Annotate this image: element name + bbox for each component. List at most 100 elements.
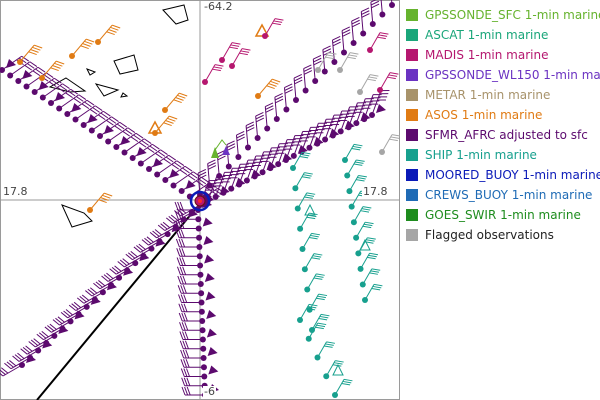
legend-item-ship[interactable]: SHIP 1-min marine [406,145,598,165]
sfmr-barb-ne-leg[interactable] [322,114,343,143]
sfmr-barb-s-leg[interactable] [175,229,203,241]
flagged-barb[interactable] [357,74,379,95]
madis-barb[interactable] [377,72,399,93]
sfmr-barb-nw-leg-pennant[interactable] [104,125,114,134]
sfmr-barb-ne-leg[interactable] [275,139,296,168]
sfmr-barb-sw-leg[interactable] [44,318,74,333]
asos-barb[interactable] [87,192,113,213]
sfmr-barb-nw-leg-pennant[interactable] [55,92,65,101]
asos-barb[interactable] [17,44,43,65]
sfmr-barb-sw-leg[interactable] [60,303,90,319]
sfmr-barb-s-leg-pennant[interactable] [206,328,217,338]
sfmr-barb-s-leg[interactable] [178,312,206,324]
sfmr-barb-s-leg[interactable] [178,294,205,306]
sfmr-barb-sw-leg-pennant[interactable] [187,208,198,218]
sfmr-barb-ne-leg[interactable] [228,163,249,192]
sfmr-barb-ne-leg[interactable] [345,102,366,131]
sfmr-barb-ne-leg[interactable] [290,130,312,159]
sfmr-barb-ne-leg[interactable] [267,143,288,172]
legend-item-goes-swir[interactable]: GOES_SWIR 1-min marine [406,205,598,225]
sfmr-barb-nw-leg[interactable] [56,94,87,112]
sfmr-barb-nw-leg-pennant[interactable] [120,136,131,145]
sfmr-barb-nw-leg[interactable] [113,132,144,150]
sfmr-barb-ne-leg[interactable] [353,98,374,127]
ship-barb[interactable] [332,378,353,398]
ship-barb[interactable] [297,212,318,232]
sfmr-barb-nw-leg[interactable] [80,110,111,128]
sfmr-barb-nw-leg[interactable] [137,149,168,167]
sfmr-barb-sw-leg-pennant[interactable] [74,310,85,320]
sfmr-barb-s-leg-pennant[interactable] [206,310,217,319]
gpssonde-wl150-marker[interactable] [222,146,230,155]
ship-barb[interactable] [294,192,316,212]
asos-barb[interactable] [162,92,188,113]
sfmr-barb-ne-upper[interactable] [360,7,370,37]
sfmr-barb-ne-leg[interactable] [212,171,234,200]
sfmr-barb-s-leg-pennant[interactable] [204,273,215,282]
sfmr-barb-nw-leg[interactable] [88,116,119,134]
madis-barb[interactable] [229,48,251,69]
gpssonde-sfc-marker[interactable] [211,147,219,158]
storm-center-marker[interactable] [189,190,211,212]
sfmr-barb-nw-leg-pennant[interactable] [38,81,49,90]
sfmr-barb-ne-leg[interactable] [329,110,351,139]
sfmr-barb-ne-upper[interactable] [389,0,398,8]
sfmr-barb-ne-leg[interactable] [236,159,257,188]
sfmr-barb-ne-leg[interactable] [220,167,241,196]
sfmr-barb-sw-leg-pennant[interactable] [26,354,36,363]
ship-barb[interactable] [346,175,367,195]
sfmr-barb-sw-leg[interactable] [28,332,58,348]
sfmr-barb-sw-leg-pennant[interactable] [42,339,53,349]
sfmr-barb-s-leg[interactable] [177,285,205,297]
sfmr-barb-sw-leg-pennant[interactable] [155,237,166,247]
sfmr-barb-ne-leg[interactable] [251,151,273,180]
sfmr-barb-s-leg[interactable] [180,368,208,380]
sfmr-barb-s-leg-pennant[interactable] [207,347,218,356]
legend-item-metar[interactable]: METAR 1-min marine [406,85,598,105]
sfmr-barb-nw-leg[interactable] [154,160,185,178]
ship-triangle-marker[interactable] [304,203,316,216]
sfmr-barb-nw-leg[interactable] [39,83,70,101]
flagged-barb[interactable] [379,134,400,155]
ship-barb[interactable] [297,303,318,323]
legend-item-flagged[interactable]: Flagged observations [406,225,598,245]
sfmr-barb-s-leg[interactable] [178,303,205,315]
sfmr-barb-s-leg-pennant[interactable] [202,217,213,227]
legend-item-asos[interactable]: ASOS 1-min marine [406,105,598,125]
sfmr-barb-nw-leg-pennant[interactable] [71,103,82,112]
sfmr-barb-ne-upper[interactable] [225,140,236,170]
ship-barb[interactable] [301,253,323,273]
sfmr-barb-ne-leg[interactable] [369,89,390,118]
sfmr-barb-ne-upper[interactable] [350,16,361,46]
sfmr-barb-ne-leg-pennant[interactable] [376,104,386,113]
sfmr-barb-s-leg[interactable] [179,340,207,352]
sfmr-barb-ne-upper[interactable] [341,26,351,56]
legend-item-ascat[interactable]: ASCAT 1-min marine [406,25,598,45]
ship-triangle-marker[interactable] [332,363,344,376]
sfmr-barb-ne-upper[interactable] [245,121,255,151]
sfmr-barb-nw-leg[interactable] [121,138,152,156]
sfmr-barb-s-leg-pennant[interactable] [204,254,215,264]
ship-barb[interactable] [292,172,313,192]
ship-triangle-marker[interactable] [359,238,371,251]
legend-item-sfmr-afrc[interactable]: SFMR_AFRC adjusted to sfc [406,125,598,145]
ship-barb[interactable] [350,206,372,226]
asos-barb[interactable] [39,60,65,81]
legend-item-crews-buoy[interactable]: CREWS_BUOY 1-min marine [406,185,598,205]
sfmr-barb-nw-leg-pennant[interactable] [185,180,196,189]
asos-triangle-marker[interactable] [147,120,163,134]
sfmr-barb-ne-leg[interactable] [298,126,320,155]
ship-barb[interactable] [357,252,379,272]
sfmr-barb-ne-upper[interactable] [379,0,388,18]
flagged-barb[interactable] [337,52,359,73]
ship-barb[interactable] [290,151,311,171]
sfmr-barb-ne-leg[interactable] [306,122,327,151]
sfmr-barb-sw-leg[interactable] [0,362,25,377]
sfmr-barb-ne-upper[interactable] [302,64,313,94]
sfmr-barb-s-leg[interactable] [176,257,204,269]
madis-barb[interactable] [262,18,284,39]
sfmr-barb-nw-leg-pennant[interactable] [87,114,98,123]
sfmr-barb-ne-leg[interactable] [337,106,359,135]
sfmr-barb-s-leg[interactable] [176,266,204,278]
sfmr-barb-ne-upper[interactable] [283,83,293,113]
